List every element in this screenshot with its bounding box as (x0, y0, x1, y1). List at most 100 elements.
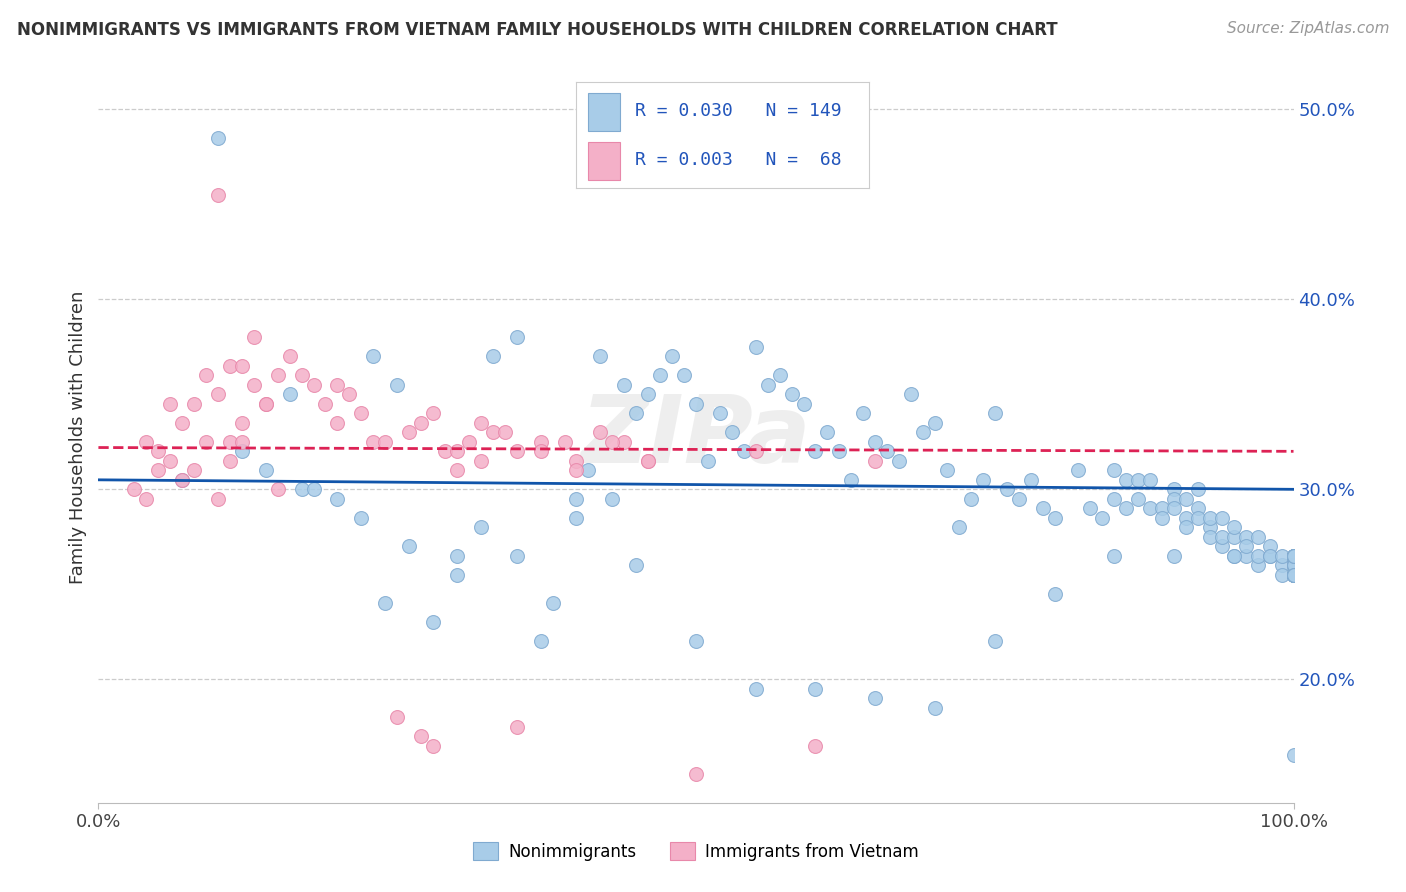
Point (291, 368, 314, 383)
Point (1187, 501, 1209, 516)
Point (1187, 511, 1209, 525)
Point (924, 701, 946, 715)
Text: ZIPa: ZIPa (581, 391, 811, 483)
Point (374, 434, 396, 449)
Point (172, 473, 194, 487)
Point (231, 416, 253, 430)
Point (1234, 549, 1257, 563)
Point (350, 511, 373, 525)
Point (865, 454, 887, 468)
Point (697, 454, 720, 468)
Point (1282, 558, 1305, 573)
Point (911, 425, 934, 440)
Point (1223, 549, 1246, 563)
Point (733, 444, 755, 458)
Point (756, 377, 779, 392)
Point (721, 425, 744, 440)
Point (602, 434, 624, 449)
Point (422, 406, 444, 420)
Point (530, 444, 553, 458)
Point (745, 340, 768, 354)
Point (1282, 549, 1305, 563)
Point (1282, 549, 1305, 563)
Point (589, 425, 612, 440)
Point (852, 406, 875, 420)
Point (865, 434, 887, 449)
Point (148, 463, 170, 477)
Point (1282, 549, 1305, 563)
Point (326, 377, 349, 392)
Point (1104, 463, 1126, 477)
Point (613, 434, 636, 449)
Point (470, 520, 492, 534)
Point (637, 454, 659, 468)
Point (626, 406, 648, 420)
Point (350, 406, 373, 420)
Point (972, 473, 994, 487)
Point (1163, 491, 1185, 506)
Point (565, 454, 588, 468)
Point (565, 511, 588, 525)
Point (398, 425, 420, 440)
Point (1282, 558, 1305, 573)
Point (793, 397, 815, 411)
Point (1043, 511, 1066, 525)
Point (385, 377, 409, 392)
Point (159, 397, 181, 411)
Point (804, 681, 827, 696)
Point (411, 729, 433, 743)
Point (422, 615, 444, 630)
Text: NONIMMIGRANTS VS IMMIGRANTS FROM VIETNAM FAMILY HOUSEHOLDS WITH CHILDREN CORRELA: NONIMMIGRANTS VS IMMIGRANTS FROM VIETNAM… (17, 21, 1057, 39)
Point (565, 491, 588, 506)
Point (995, 483, 1018, 497)
Point (1282, 567, 1305, 582)
Point (207, 187, 229, 202)
Point (685, 634, 707, 648)
Point (1282, 567, 1305, 582)
Point (900, 387, 922, 401)
Point (494, 425, 516, 440)
Point (1175, 520, 1198, 534)
Point (602, 491, 624, 506)
Point (1282, 549, 1305, 563)
Point (219, 434, 242, 449)
Point (1258, 549, 1281, 563)
Point (1282, 567, 1305, 582)
Point (828, 444, 851, 458)
Point (1187, 483, 1209, 497)
Point (1234, 539, 1257, 553)
Point (302, 483, 325, 497)
Point (1163, 483, 1185, 497)
Point (626, 558, 648, 573)
Point (481, 425, 505, 440)
Point (1199, 520, 1222, 534)
Point (1152, 501, 1174, 516)
Point (841, 473, 863, 487)
Point (1282, 558, 1305, 573)
Point (1282, 549, 1305, 563)
Point (1247, 549, 1270, 563)
Point (219, 359, 242, 373)
Point (924, 416, 946, 430)
Point (1271, 549, 1294, 563)
Point (267, 368, 290, 383)
Point (481, 349, 505, 363)
Point (1271, 567, 1294, 582)
Point (984, 634, 1007, 648)
Point (1104, 491, 1126, 506)
Point (936, 463, 959, 477)
Point (1282, 567, 1305, 582)
Point (565, 463, 588, 477)
Point (865, 691, 887, 706)
Point (1282, 549, 1305, 563)
Point (243, 330, 266, 344)
Point (124, 483, 146, 497)
Point (470, 416, 492, 430)
Point (1258, 539, 1281, 553)
Point (506, 444, 529, 458)
Point (780, 387, 803, 401)
Point (1175, 491, 1198, 506)
Point (1128, 473, 1150, 487)
Point (207, 491, 229, 506)
Point (135, 491, 157, 506)
